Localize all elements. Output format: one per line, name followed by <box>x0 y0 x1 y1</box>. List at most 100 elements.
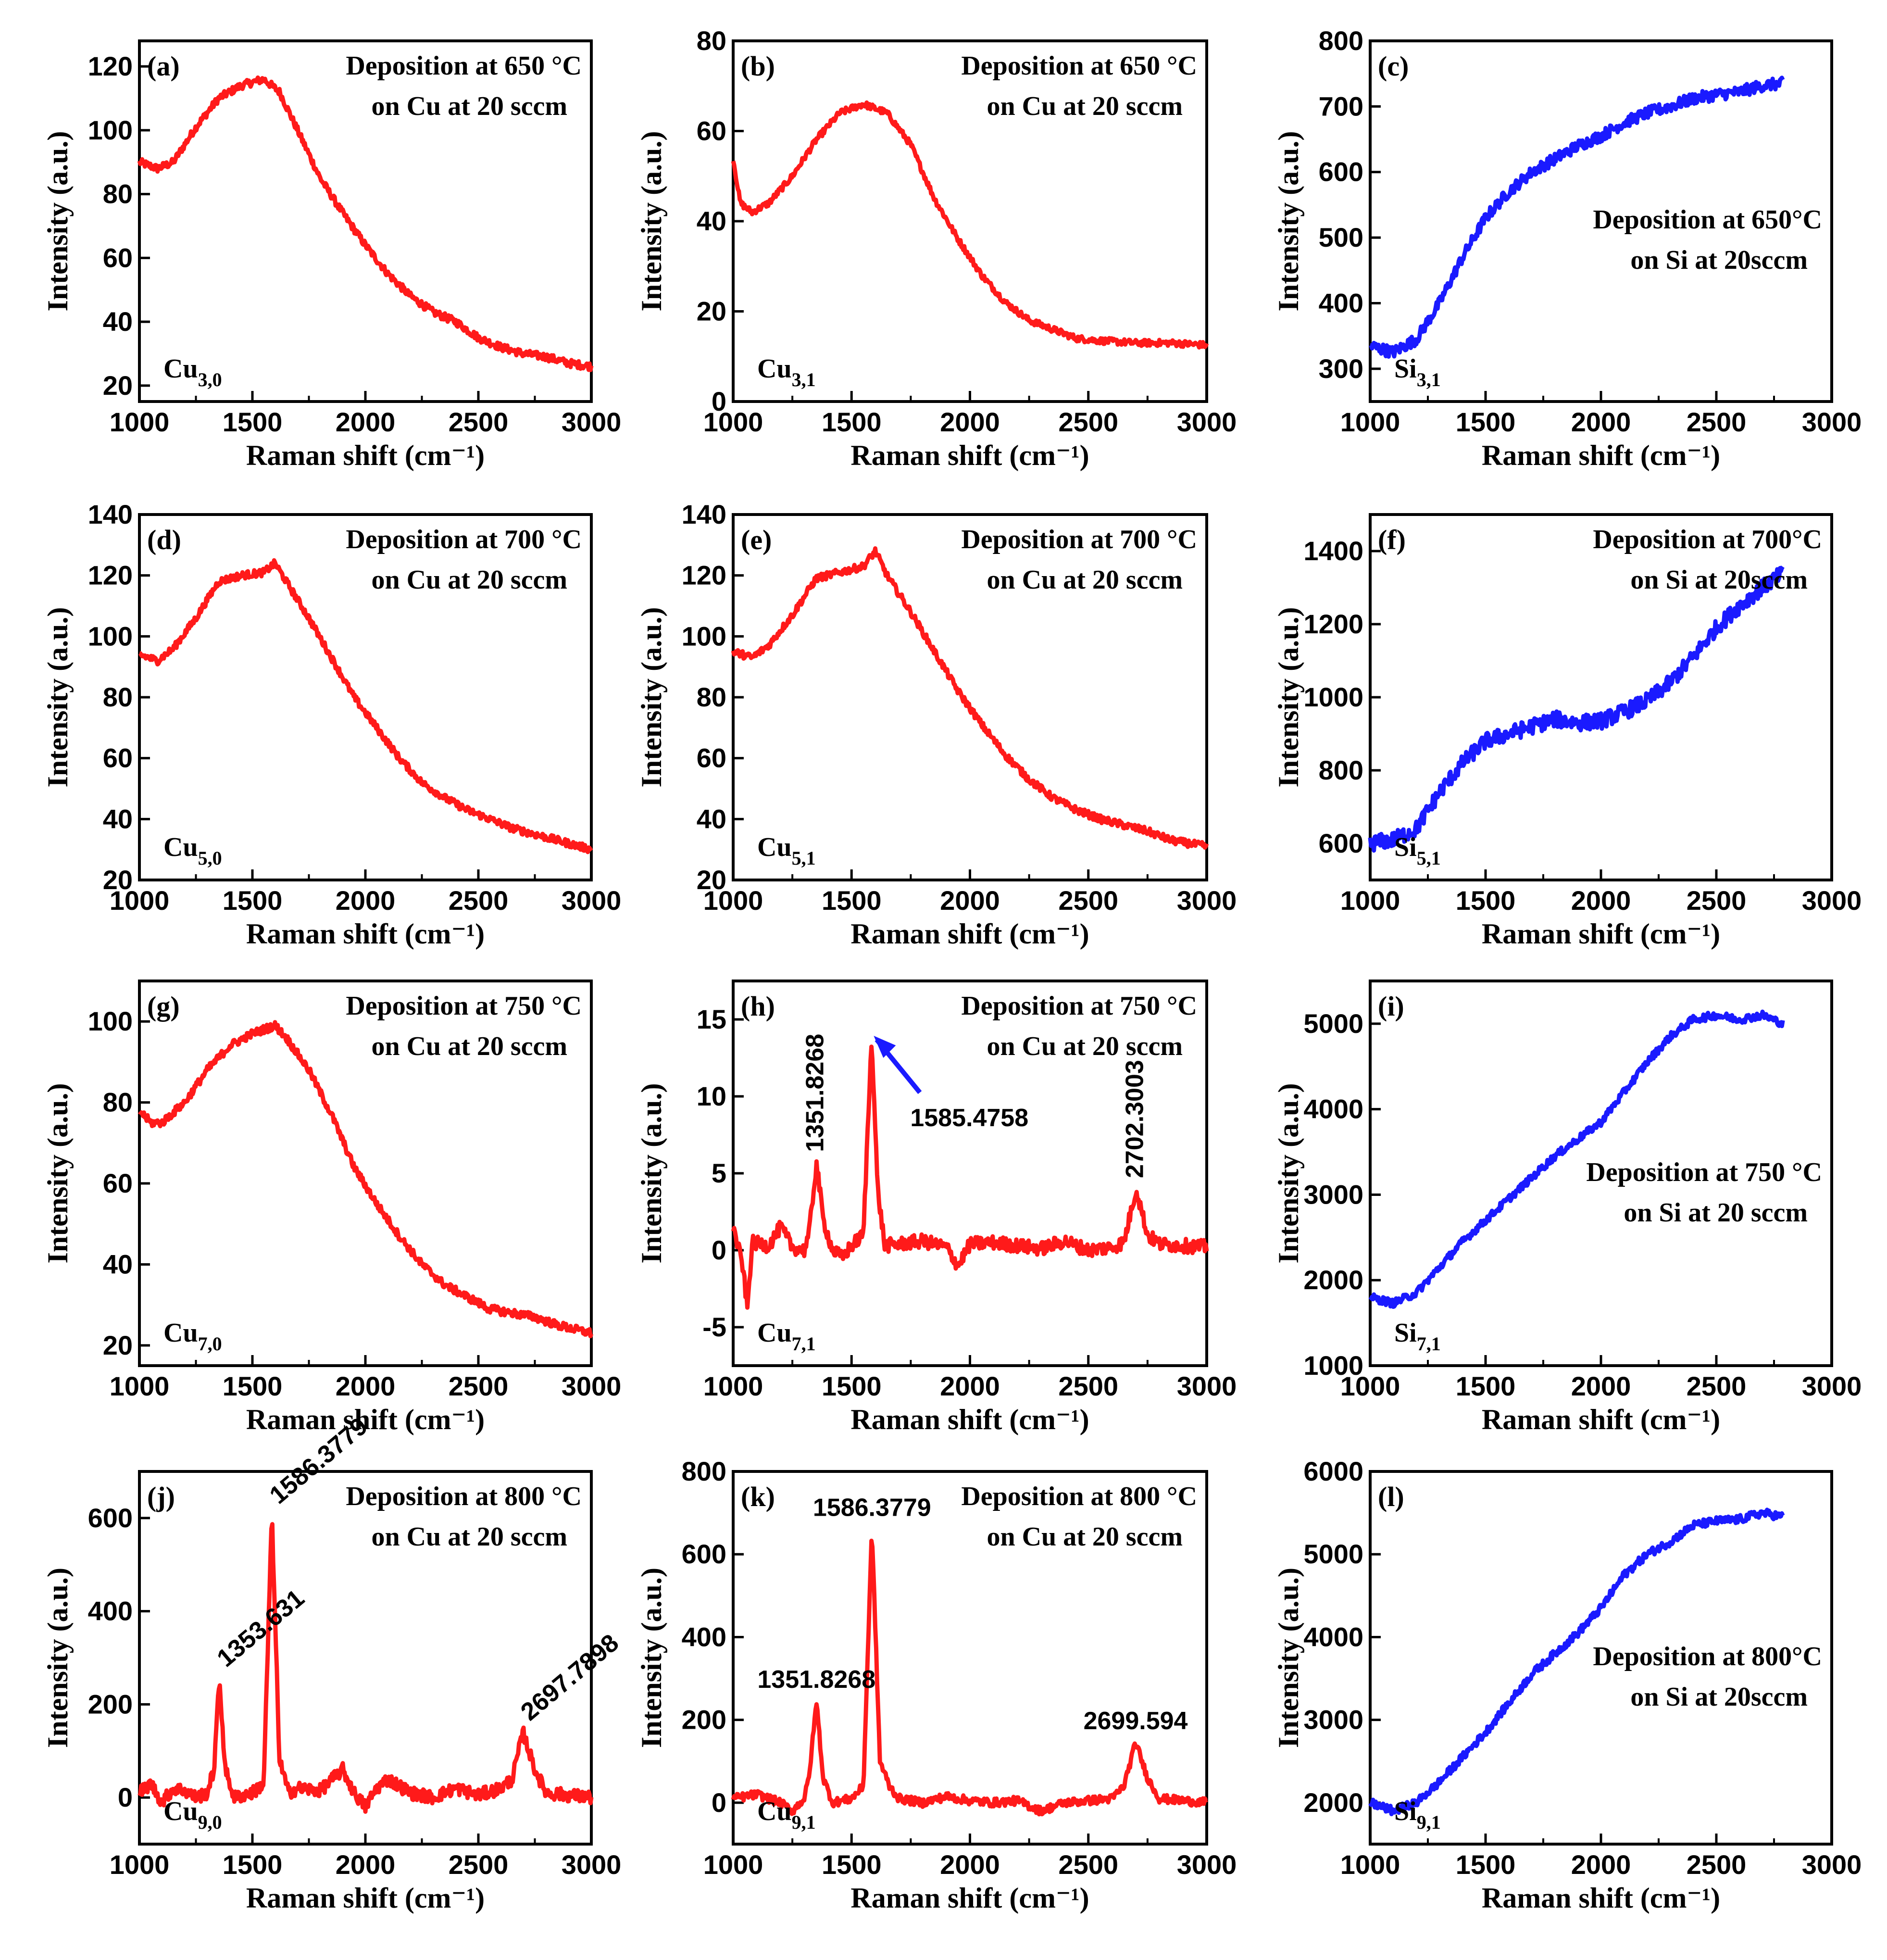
x-tick-label: 1500 <box>223 1371 283 1401</box>
sample-label: Si3,1 <box>1394 354 1441 390</box>
x-axis-title: Raman shift (cm⁻¹) <box>1482 440 1720 471</box>
x-tick-label: 1500 <box>1456 407 1516 437</box>
y-tick-label: 5 <box>712 1158 726 1188</box>
peak-label: 2702.3003 <box>1121 1060 1149 1178</box>
x-tick-label: 1000 <box>1340 1849 1400 1880</box>
y-tick-label: 40 <box>697 206 726 236</box>
sample-label: Si9,1 <box>1394 1797 1441 1833</box>
sample-label: Si7,1 <box>1394 1318 1441 1355</box>
panel-label: (g) <box>147 991 180 1022</box>
y-tick-label: 40 <box>103 804 133 834</box>
x-tick-label: 2000 <box>940 407 1000 437</box>
peak-label: 2697.7898 <box>515 1629 624 1726</box>
x-tick-label: 3000 <box>1802 885 1862 916</box>
sample-label-subscript: 7,0 <box>198 1333 222 1355</box>
x-tick-label: 2500 <box>1687 1849 1747 1880</box>
sample-label-base: Cu <box>163 1797 198 1826</box>
x-tick-label: 3000 <box>562 885 622 916</box>
y-tick-label: 5000 <box>1303 1008 1363 1039</box>
y-tick-label: 500 <box>1319 222 1363 252</box>
spectrum-line <box>1368 1009 1785 1309</box>
y-tick-label: 600 <box>88 1503 133 1533</box>
y-axis-title: Intensity (a.u.) <box>42 607 74 787</box>
sample-label-base: Cu <box>163 832 198 862</box>
x-axis-title: Raman shift (cm⁻¹) <box>1482 1404 1720 1435</box>
deposition-note: on Cu at 20 sccm <box>371 1031 567 1061</box>
sample-label: Cu5,1 <box>757 832 816 869</box>
x-tick-label: 2500 <box>1058 1371 1118 1401</box>
deposition-note: Deposition at 650°C <box>1593 205 1822 235</box>
sample-label-base: Cu <box>757 1318 792 1348</box>
y-tick-label: 0 <box>712 1235 726 1265</box>
deposition-note: Deposition at 750 °C <box>1586 1157 1822 1187</box>
sample-label-subscript: 3,1 <box>1417 369 1441 390</box>
sample-label: Cu9,0 <box>163 1797 222 1833</box>
y-axis-title: Intensity (a.u.) <box>636 607 667 787</box>
x-axis-title: Raman shift (cm⁻¹) <box>1482 918 1720 950</box>
x-tick-label: 2500 <box>449 407 509 437</box>
x-axis-title: Raman shift (cm⁻¹) <box>246 918 485 950</box>
panel-label: (d) <box>147 524 181 555</box>
x-tick-label: 2500 <box>1058 1849 1118 1880</box>
deposition-note: on Cu at 20 sccm <box>371 565 567 595</box>
sample-label-base: Si <box>1394 1318 1417 1348</box>
sample-label: Cu7,0 <box>163 1318 222 1355</box>
peak-label: 1585.4758 <box>910 1104 1028 1132</box>
deposition-note: on Cu at 20 sccm <box>371 1522 567 1552</box>
panel-label: (h) <box>741 991 775 1022</box>
y-tick-label: 1400 <box>1303 536 1363 566</box>
y-tick-label: 1000 <box>1303 1350 1363 1381</box>
y-tick-label: 600 <box>682 1539 726 1569</box>
panel-i: 1000 1500 2000 2500 3000 1000 2000 3000 4000 5000… <box>1273 980 1862 1435</box>
x-tick-label: 1000 <box>1340 885 1400 916</box>
x-tick-label: 2000 <box>1571 407 1631 437</box>
panel-b: 1000 1500 2000 2500 3000 0 20 40 60 80 Raman shift… <box>636 25 1237 471</box>
y-tick-label: 100 <box>682 621 726 651</box>
y-axis-title: Intensity (a.u.) <box>42 1083 74 1263</box>
panel-l: 1000 1500 2000 2500 3000 2000 3000 4000 5000 6000… <box>1273 1456 1862 1914</box>
y-tick-label: 6000 <box>1303 1456 1363 1486</box>
x-tick-label: 2500 <box>1687 885 1747 916</box>
x-tick-label: 3000 <box>1802 407 1862 437</box>
y-tick-label: 120 <box>88 560 133 591</box>
y-tick-label: 100 <box>88 621 133 651</box>
y-tick-label: 40 <box>103 1249 133 1279</box>
sample-label-base: Si <box>1394 354 1417 384</box>
sample-label: Cu9,1 <box>757 1797 816 1833</box>
y-tick-label: 40 <box>697 804 726 834</box>
x-tick-label: 2000 <box>940 1371 1000 1401</box>
x-axis-title: Raman shift (cm⁻¹) <box>850 1882 1089 1914</box>
deposition-note: Deposition at 750 °C <box>346 991 582 1021</box>
panel-label: (c) <box>1378 50 1409 82</box>
peak-label: 2699.594 <box>1084 1707 1188 1735</box>
x-axis-title: Raman shift (cm⁻¹) <box>850 440 1089 471</box>
y-tick-label: 700 <box>1319 91 1363 121</box>
deposition-note: Deposition at 700 °C <box>961 525 1197 554</box>
y-tick-label: 4000 <box>1303 1621 1363 1652</box>
y-tick-label: 80 <box>103 179 133 209</box>
sample-label-subscript: 5,0 <box>198 847 222 869</box>
arrow-head <box>874 1036 896 1058</box>
spectrum-line <box>731 1044 1209 1310</box>
deposition-note: on Cu at 20 sccm <box>987 1522 1183 1552</box>
spectrum-line <box>1368 565 1785 853</box>
y-tick-label: 60 <box>697 116 726 146</box>
x-tick-label: 2000 <box>1571 885 1631 916</box>
x-tick-label: 2000 <box>336 1849 396 1880</box>
deposition-note: Deposition at 750 °C <box>961 991 1197 1021</box>
y-tick-label: 120 <box>88 51 133 81</box>
deposition-note: on Cu at 20 sccm <box>987 565 1183 595</box>
panel-k: 1000 1500 2000 2500 3000 0 200 400 600 800 Raman s… <box>636 1456 1237 1914</box>
y-tick-label: 100 <box>88 1006 133 1036</box>
spectrum-line <box>138 558 593 854</box>
sample-label-subscript: 5,1 <box>792 847 816 869</box>
x-tick-label: 2500 <box>1687 407 1747 437</box>
y-tick-label: 1200 <box>1303 609 1363 639</box>
x-axis-title: Raman shift (cm⁻¹) <box>246 440 485 471</box>
y-tick-label: 600 <box>1319 157 1363 187</box>
deposition-note: on Si at 20sccm <box>1630 1682 1808 1712</box>
y-tick-label: 800 <box>1319 25 1363 56</box>
y-tick-label: 80 <box>103 682 133 712</box>
panel-d: 1000 1500 2000 2500 3000 20 40 60 80 100 120 140 Ram… <box>42 499 621 950</box>
sample-label-subscript: 3,1 <box>792 369 816 390</box>
